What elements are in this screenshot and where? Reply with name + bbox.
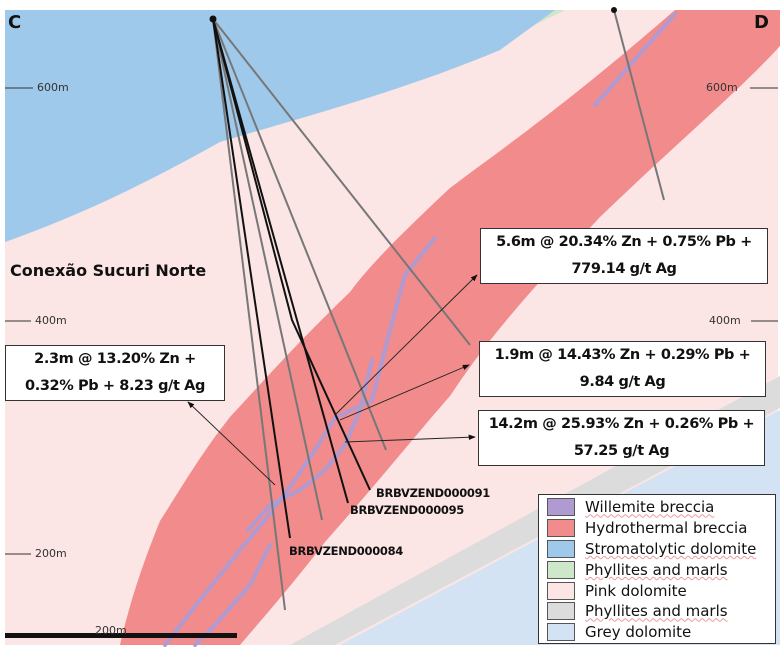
legend-label: Grey dolomite xyxy=(585,623,692,642)
legend-item: Stromatolytic dolomite xyxy=(547,539,775,560)
intercept-box: 14.2m @ 25.93% Zn + 0.26% Pb + 57.25 g/t … xyxy=(478,410,765,466)
drillhole-label: BRBVZEND000091 xyxy=(376,486,490,500)
intercept-arrows xyxy=(187,274,478,486)
legend-item: Phyllites and marls xyxy=(547,559,775,580)
intercept-line: 779.14 g/t Ag xyxy=(571,261,677,277)
depth-label-600-left: 600m xyxy=(37,81,69,94)
intercept-line: 0.32% Pb + 8.23 g/t Ag xyxy=(25,378,205,394)
drill-traces-labelled xyxy=(212,18,371,539)
drill-collar xyxy=(209,15,217,23)
legend-swatch xyxy=(547,560,575,579)
drillhole-label: BRBVZEND000084 xyxy=(289,544,403,558)
legend-swatch xyxy=(547,498,575,517)
drillhole-label: BRBVZEND000095 xyxy=(350,503,464,517)
legend-swatch xyxy=(547,539,575,558)
scale-bar-label: 200m xyxy=(95,624,127,637)
drill-collar xyxy=(611,7,617,13)
section-end-label: D xyxy=(754,12,769,33)
depth-label-400-right: 400m xyxy=(709,314,741,327)
intercept-box: 2.3m @ 13.20% Zn + 0.32% Pb + 8.23 g/t Ag xyxy=(5,345,225,401)
drill-traces-grey xyxy=(212,9,665,611)
legend-item: Pink dolomite xyxy=(547,580,775,601)
depth-label-200-left: 200m xyxy=(35,547,67,560)
intercept-line: 9.84 g/t Ag xyxy=(579,374,666,390)
legend-item: Hydrothermal breccia xyxy=(547,518,775,539)
hydrothermal-breccia-band xyxy=(120,10,780,645)
legend-label: Phyllites and marls xyxy=(585,602,728,621)
legend-swatch xyxy=(547,623,575,642)
section-start-label: C xyxy=(8,12,22,33)
legend-swatch xyxy=(547,519,575,538)
stromatolytic-dolomite-area xyxy=(5,10,555,242)
legend-label: Phyllites and marls xyxy=(585,560,728,579)
depth-label-400-left: 400m xyxy=(35,314,67,327)
scale-bar xyxy=(5,633,237,638)
willemite-veins xyxy=(163,12,677,647)
legend-item: Grey dolomite xyxy=(547,622,775,643)
intercept-line: 5.6m @ 20.34% Zn + 0.75% Pb + xyxy=(496,234,752,250)
intercept-line: 1.9m @ 14.43% Zn + 0.29% Pb + xyxy=(494,347,751,363)
intercept-box: 5.6m @ 20.34% Zn + 0.75% Pb + 779.14 g/t … xyxy=(480,228,768,284)
intercept-line: 2.3m @ 13.20% Zn + xyxy=(34,351,196,367)
legend-label: Willemite breccia xyxy=(585,498,715,517)
depth-label-600-right: 600m xyxy=(706,81,738,94)
legend-label: Pink dolomite xyxy=(585,581,687,600)
intercept-line: 14.2m @ 25.93% Zn + 0.26% Pb + xyxy=(488,416,755,432)
deposit-title: Conexão Sucuri Norte xyxy=(10,261,207,280)
intercept-box: 1.9m @ 14.43% Zn + 0.29% Pb + 9.84 g/t Ag xyxy=(479,341,766,397)
legend: Willemite breccia Hydrothermal breccia Str… xyxy=(538,494,776,644)
legend-item: Phyllites and marls xyxy=(547,601,775,622)
intercept-line: 57.25 g/t Ag xyxy=(573,443,670,459)
depth-ticks xyxy=(5,87,778,555)
legend-item: Willemite breccia xyxy=(547,497,775,518)
legend-swatch xyxy=(547,581,575,600)
legend-swatch xyxy=(547,602,575,621)
legend-label: Stromatolytic dolomite xyxy=(585,539,757,558)
legend-label: Hydrothermal breccia xyxy=(585,519,748,538)
